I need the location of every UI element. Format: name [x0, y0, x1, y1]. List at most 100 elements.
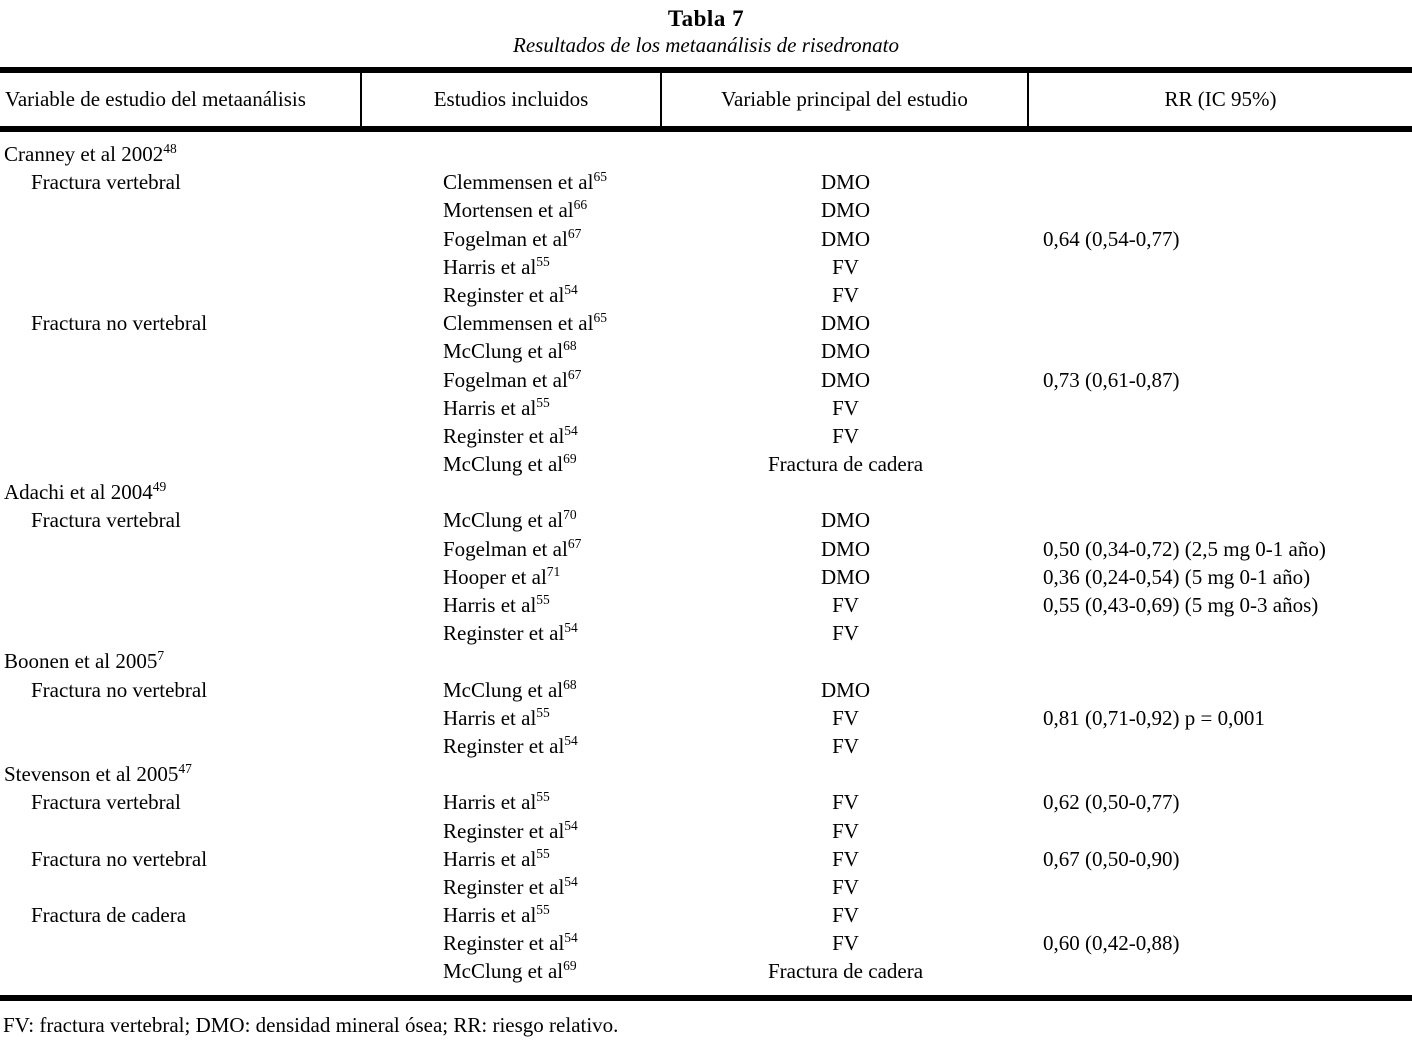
table-row: Hooper et al71 DMO 0,36 (0,24-0,54) (5 m…	[0, 563, 1412, 591]
table-row: Reginster et al54 FV	[0, 422, 1412, 450]
row-study: Fogelman et al67	[443, 535, 582, 561]
table-footnote: FV: fractura vertebral; DMO: densidad mi…	[3, 1013, 619, 1037]
table-row: Fractura de cadera Harris et al55 FV	[0, 901, 1412, 929]
citation-superscript: 68	[563, 676, 577, 692]
citation-superscript: 47	[178, 761, 192, 777]
table-row: Fractura vertebral Harris et al55 FV 0,6…	[0, 788, 1412, 816]
row-outcome: DMO	[820, 536, 870, 561]
table-row: Boonen et al 20057	[0, 647, 1412, 675]
row-outcome: DMO	[820, 339, 870, 364]
row-outcome: FV	[832, 705, 859, 730]
row-outcome	[662, 647, 1029, 675]
table-row: McClung et al68 DMO	[0, 337, 1412, 365]
row-variable-label: Fractura no vertebral	[31, 311, 208, 336]
row-rr-value: 0,64 (0,54-0,77)	[1043, 226, 1180, 251]
table-row: Stevenson et al 200547	[0, 760, 1412, 788]
table-row: McClung et al69 Fractura de cadera	[0, 450, 1412, 478]
citation-superscript: 54	[564, 873, 578, 889]
citation-superscript: 68	[563, 338, 577, 354]
table-row: Cranney et al 200248	[0, 140, 1412, 168]
citation-superscript: 66	[573, 197, 588, 213]
citation-superscript: 67	[567, 535, 582, 551]
citation-superscript: 67	[567, 225, 582, 241]
table-row: Fogelman et al67 DMO 0,73 (0,61-0,87)	[0, 366, 1412, 394]
row-outcome: FV	[832, 874, 859, 899]
citation-superscript: 54	[564, 817, 578, 833]
row-outcome: DMO	[820, 311, 870, 336]
row-outcome	[662, 760, 1029, 788]
row-rr-value: 0,73 (0,61-0,87)	[1043, 367, 1180, 392]
table-row: McClung et al69 Fractura de cadera	[0, 957, 1412, 985]
bottom-rule	[0, 995, 1412, 1001]
row-outcome: DMO	[820, 677, 870, 702]
citation-superscript: 65	[593, 310, 607, 326]
row-outcome: DMO	[820, 226, 870, 251]
row-study: Reginster et al54	[443, 817, 578, 843]
row-rr-value: 0,62 (0,50-0,77)	[1043, 790, 1180, 815]
table-row: Reginster et al54 FV	[0, 817, 1412, 845]
row-variable-label: Boonen et al 20057	[4, 648, 165, 674]
row-outcome: DMO	[820, 198, 870, 223]
row-rr-value: 0,36 (0,24-0,54) (5 mg 0-1 año)	[1043, 564, 1311, 589]
table-row: Harris et al55 FV	[0, 253, 1412, 281]
row-outcome: FV	[832, 593, 859, 617]
citation-superscript: 67	[567, 366, 582, 382]
row-study: Hooper et al71	[443, 563, 561, 589]
row-study: McClung et al70	[443, 507, 577, 533]
row-outcome: FV	[832, 733, 859, 758]
row-outcome: FV	[832, 621, 859, 646]
table-row: Reginster et al54 FV	[0, 281, 1412, 309]
table-row: Reginster et al54 FV 0,60 (0,42-0,88)	[0, 929, 1412, 957]
row-outcome: Fractura de cadera	[767, 452, 924, 477]
row-study: Fogelman et al67	[443, 366, 582, 392]
row-study: McClung et al68	[443, 676, 577, 702]
citation-superscript: 70	[563, 507, 577, 523]
row-study: McClung et al69	[443, 958, 577, 984]
citation-superscript: 7	[157, 648, 165, 664]
row-outcome: Fractura de cadera	[767, 959, 924, 984]
row-outcome: FV	[832, 254, 859, 279]
citation-superscript: 54	[564, 732, 578, 748]
citation-superscript: 55	[536, 592, 550, 607]
table-row: Fogelman et al67 DMO 0,64 (0,54-0,77)	[0, 225, 1412, 253]
row-study: McClung et al68	[443, 338, 577, 364]
citation-superscript: 49	[152, 479, 167, 495]
row-study: McClung et al69	[443, 451, 577, 477]
row-outcome: FV	[832, 395, 859, 420]
header-bottom-rule	[0, 126, 1412, 132]
row-variable-label: Fractura de cadera	[31, 903, 187, 928]
citation-superscript: 54	[564, 930, 578, 946]
column-header-estudios-incluidos: Estudios incluidos	[362, 73, 662, 126]
row-outcome: FV	[832, 931, 859, 956]
table-row: Harris et al55 FV 0,81 (0,71-0,92) p = 0…	[0, 704, 1412, 732]
row-outcome: DMO	[820, 564, 870, 589]
citation-superscript: 69	[563, 451, 577, 467]
citation-superscript: 48	[163, 141, 177, 156]
row-outcome	[662, 478, 1029, 506]
row-variable-label: Adachi et al 200449	[4, 479, 167, 505]
column-header-variable-principal: Variable principal del estudio	[662, 73, 1029, 126]
row-study: Reginster et al54	[443, 281, 578, 307]
table-row: Fractura vertebral McClung et al70 DMO	[0, 506, 1412, 534]
row-variable-label: Fractura no vertebral	[31, 846, 208, 871]
row-study: Harris et al55	[443, 789, 550, 815]
row-study: Harris et al55	[443, 253, 550, 279]
row-outcome: FV	[832, 846, 859, 871]
row-study: Reginster et al54	[443, 873, 578, 899]
table-row: Harris et al55 FV	[0, 394, 1412, 422]
row-study: Clemmensen et al65	[443, 310, 607, 336]
citation-superscript: 55	[536, 789, 550, 805]
citation-superscript: 69	[563, 958, 577, 974]
column-header-variable-estudio: Variable de estudio del metaanálisis	[0, 73, 362, 126]
row-study: Reginster et al54	[443, 930, 578, 956]
citation-superscript: 65	[593, 169, 607, 185]
row-rr-value: 0,50 (0,34-0,72) (2,5 mg 0-1 año)	[1043, 536, 1326, 561]
citation-superscript: 55	[536, 845, 550, 861]
citation-superscript: 55	[536, 253, 550, 269]
row-variable-label: Fractura vertebral	[31, 170, 181, 195]
row-study: Harris et al55	[443, 845, 550, 871]
row-study: Mortensen et al66	[443, 197, 588, 223]
row-variable-label: Cranney et al 200248	[4, 141, 177, 166]
table-row: Fractura vertebral Clemmensen et al65 DM…	[0, 168, 1412, 196]
table-row: Reginster et al54 FV	[0, 619, 1412, 647]
